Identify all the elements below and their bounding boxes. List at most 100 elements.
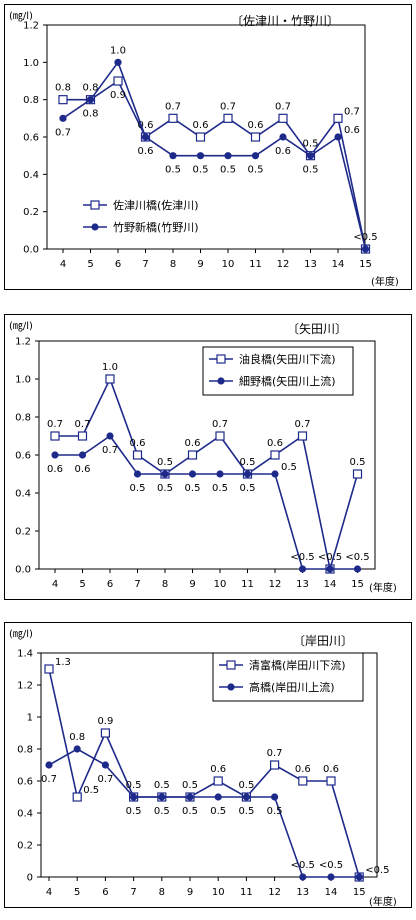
data-label: 0.5: [154, 806, 170, 817]
x-tick-label: 6: [102, 887, 108, 898]
chart-title: 〔佐津川・竹野川〕: [231, 14, 339, 28]
data-label: 0.5: [157, 483, 173, 494]
data-label: 0.5: [303, 139, 319, 150]
data-point-square: [326, 776, 336, 786]
data-label: 0.5: [182, 780, 198, 791]
series-line-2: [62, 60, 367, 250]
data-label: <0.5: [365, 865, 389, 876]
data-point-square: [77, 431, 88, 441]
data-point-circle: [271, 793, 279, 801]
legend-box: [202, 346, 354, 396]
data-point-circle: [78, 451, 87, 459]
data-point-circle: [326, 565, 334, 573]
x-tick-label: 7: [142, 259, 148, 270]
data-label: 0.7: [220, 101, 236, 112]
data-point-square: [270, 450, 280, 460]
legend: 清富橋(岸田川下流) 高橋(岸田川上流): [212, 652, 364, 702]
data-point-square: [352, 469, 363, 479]
data-label: 0.5: [240, 457, 256, 468]
series-line-1: [63, 79, 367, 250]
y-tick-label: 1.0: [15, 375, 31, 386]
data-label: 0.5: [210, 806, 226, 817]
data-label: 0.7: [55, 127, 71, 138]
data-point-circle: [298, 565, 307, 573]
data-point-square: [113, 76, 123, 86]
x-tick-label: 11: [249, 259, 262, 270]
data-label: 0.6: [210, 764, 226, 775]
data-label: 0.7: [267, 748, 283, 759]
data-label: 0.7: [344, 106, 360, 117]
data-label: 0.8: [83, 83, 99, 94]
data-label: 0.7: [102, 445, 118, 456]
data-point-circle: [59, 114, 67, 122]
chart-panel-satsu-takeno: 0.0 0.2 0.4 0.6 0.8 1.0 1.2 4 5 6 7 8 9 10 11 12 13 14 15 (…: [4, 4, 412, 290]
data-point-circle: [169, 152, 177, 160]
data-point-square: [195, 132, 206, 142]
data-label: 0.6: [185, 438, 201, 449]
chart-panel-yada: 0.0 0.2 0.4 0.6 0.8 1.0 1.2 4 5 6 7 8 9 10 11 12 13 14 15 (…: [4, 314, 412, 600]
data-label: 0.7: [275, 101, 291, 112]
y-tick-label: 0.2: [23, 207, 39, 218]
data-label: 0.5: [126, 806, 142, 817]
data-label: 0.6: [193, 120, 209, 131]
data-point-circle: [306, 152, 315, 160]
data-label: 0.5: [238, 806, 254, 817]
chart-title: 〔岸田川〕: [293, 634, 353, 648]
data-label: 0.5: [126, 780, 142, 791]
data-point-circle: [196, 152, 205, 160]
data-label: 0.6: [138, 146, 154, 157]
data-point-circle: [334, 133, 342, 141]
x-tick-label: 11: [240, 887, 253, 898]
data-point-circle: [114, 58, 122, 66]
data-label: 0.5: [267, 806, 283, 817]
data-label: <0.5: [353, 232, 377, 243]
y-axis-label: (㎎/l): [9, 11, 33, 22]
legend-label: 佐津川橋(佐津川): [113, 198, 199, 212]
x-tick-label: 12: [277, 259, 290, 270]
data-label: <0.5: [291, 860, 315, 871]
data-point-circle: [224, 152, 232, 160]
x-tick-label: 9: [189, 579, 195, 590]
data-label: 0.5: [248, 165, 264, 176]
data-label: 0.6: [248, 120, 264, 131]
y-tick-label: 1.0: [23, 58, 39, 69]
data-point-square: [215, 431, 225, 441]
data-label: 0.7: [97, 774, 113, 785]
x-tick-label: 13: [296, 579, 309, 590]
data-label: 0.6: [267, 438, 283, 449]
y-axis-label: (㎎/l): [9, 629, 33, 640]
y-tick-label: 0.2: [15, 527, 31, 538]
x-tick-label: 4: [46, 887, 52, 898]
x-tick-label: 10: [214, 579, 227, 590]
data-point-circle: [243, 470, 252, 478]
chart-svg: 0 0.2 0.4 0.6 0.8 1 1.2 1.4 4 5 6 7 8 9 10 11 12 13 14 15 (㎎…: [9, 629, 397, 908]
x-tick-label: 14: [325, 887, 338, 898]
data-label: 0.5: [350, 457, 366, 468]
x-tick-label: 12: [268, 887, 281, 898]
data-label: 0.6: [130, 438, 146, 449]
legend: 油良橋(矢田川下流) 細野橋(矢田川上流): [202, 346, 354, 396]
legend-marker-square: [216, 354, 226, 364]
x-tick-label: 5: [74, 887, 80, 898]
x-tick-label: 9: [187, 887, 193, 898]
data-label: 1.0: [110, 45, 126, 56]
data-label: <0.5: [290, 552, 314, 563]
y-tick-label: 0.4: [23, 170, 39, 181]
plot-area: [40, 652, 378, 878]
data-label: 0.8: [83, 109, 99, 120]
y-axis-label: (㎎/l): [9, 321, 33, 332]
data-point-square: [105, 374, 115, 384]
data-label: 0.5: [240, 483, 256, 494]
x-axis-label: (年度): [369, 895, 397, 908]
data-label: 0.5: [130, 483, 146, 494]
data-point-circle: [51, 451, 59, 459]
data-point-square: [44, 664, 54, 674]
legend: 佐津川橋(佐津川) 竹野新橋(竹野川): [83, 198, 199, 234]
data-label: 0.8: [69, 732, 85, 743]
data-point-circle: [130, 793, 138, 801]
x-tick-label: 4: [52, 579, 58, 590]
data-point-circle: [86, 96, 95, 104]
data-label: 0.7: [165, 101, 181, 112]
data-point-circle: [214, 793, 222, 801]
data-label: 0.9: [110, 90, 126, 101]
